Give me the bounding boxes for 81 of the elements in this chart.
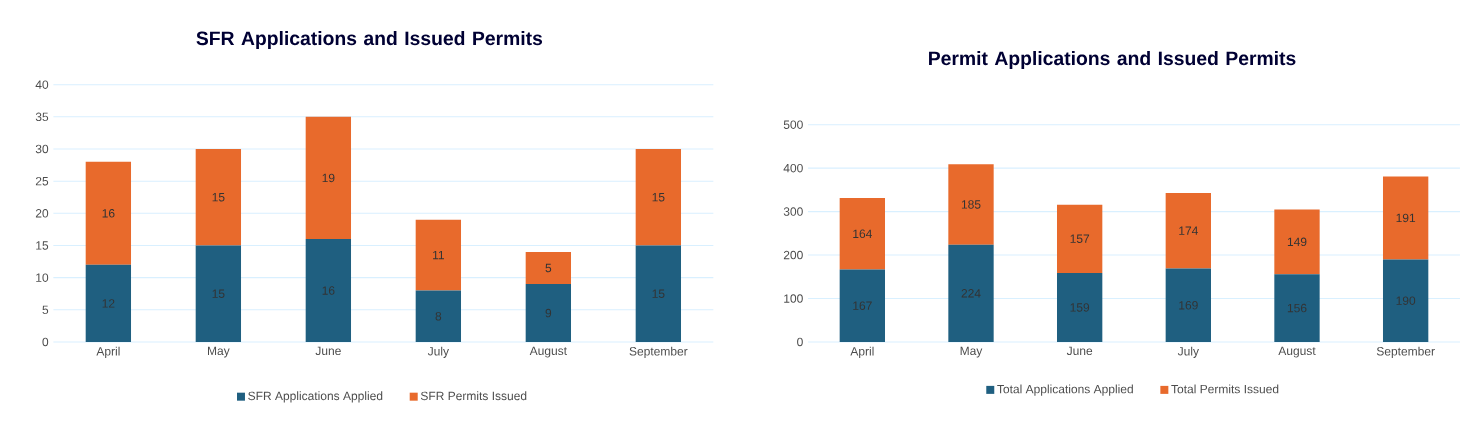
data-label: 167 — [853, 301, 872, 310]
y-tick-label: 300 — [783, 207, 803, 216]
bar — [415, 219, 462, 291]
bar — [948, 164, 994, 245]
x-tick-label: September — [1376, 346, 1435, 358]
data-label: 159 — [1070, 303, 1090, 312]
data-label: 15 — [652, 193, 665, 202]
data-label: 9 — [545, 308, 552, 318]
x-tick-label: July — [1177, 346, 1199, 358]
y-tick-label: 30 — [35, 144, 49, 154]
y-tick-label: 40 — [35, 80, 49, 89]
bar — [1165, 268, 1211, 342]
x-tick-label: September — [629, 346, 688, 358]
bar — [525, 251, 572, 285]
data-label: 8 — [435, 312, 442, 321]
data-label: 11 — [433, 251, 444, 260]
chart-title: SFR Applications and Issued Permits — [196, 30, 543, 50]
legend-label: Total Applications Applied — [997, 384, 1133, 396]
bar — [1057, 272, 1103, 342]
bar — [85, 161, 132, 265]
y-tick-label: 10 — [36, 273, 49, 282]
x-tick-label: June — [1066, 346, 1093, 356]
bar — [525, 284, 572, 342]
bar — [839, 198, 886, 270]
bar — [1274, 209, 1320, 275]
y-tick-label: 200 — [783, 250, 803, 260]
bar — [195, 148, 242, 246]
data-label: 16 — [322, 286, 335, 295]
y-tick-label: 20 — [35, 209, 49, 218]
data-label: 149 — [1287, 237, 1307, 247]
x-tick-label: April — [850, 346, 874, 358]
bar — [305, 116, 352, 240]
bar — [1274, 274, 1320, 342]
x-tick-label: May — [960, 346, 983, 358]
bar — [1165, 192, 1211, 269]
y-tick-label: 0 — [797, 337, 803, 347]
bar — [415, 290, 462, 342]
data-label: 185 — [961, 200, 981, 209]
bar — [1382, 259, 1429, 342]
legend-label: SFR Applications Applied — [248, 391, 383, 403]
legend-label: Total Permits Issued — [1171, 384, 1279, 394]
data-label: 191 — [1396, 213, 1416, 223]
bar — [85, 264, 132, 342]
data-label: 169 — [1179, 301, 1198, 310]
data-label: 12 — [102, 299, 115, 308]
data-label: 15 — [652, 289, 665, 298]
data-label: 19 — [322, 173, 335, 183]
bar — [635, 245, 682, 342]
x-tick-label: June — [315, 346, 341, 356]
data-label: 15 — [212, 193, 225, 202]
bar — [1382, 176, 1429, 260]
x-tick-label: May — [208, 346, 230, 358]
y-tick-label: 400 — [783, 163, 803, 173]
bar — [948, 244, 994, 342]
data-label: 174 — [1179, 226, 1198, 235]
y-tick-label: 15 — [36, 241, 49, 250]
y-tick-label: 0 — [42, 337, 49, 347]
x-tick-label: July — [427, 346, 449, 358]
data-label: 190 — [1396, 296, 1416, 305]
data-label: 224 — [961, 289, 981, 298]
legend-label: SFR Permits Issued — [420, 391, 527, 401]
chart-title: Permit Applications and Issued Permits — [929, 50, 1296, 70]
y-tick-label: 35 — [35, 112, 49, 122]
bar — [195, 245, 242, 342]
x-tick-label: August — [529, 346, 567, 358]
data-label: 15 — [212, 289, 225, 298]
data-label: 5 — [545, 263, 552, 273]
bar — [305, 239, 352, 342]
x-tick-label: April — [96, 346, 120, 358]
bar — [635, 148, 682, 246]
data-label: 156 — [1287, 303, 1307, 313]
y-tick-label: 5 — [42, 305, 49, 315]
bar — [1057, 204, 1103, 273]
y-tick-label: 25 — [35, 176, 49, 186]
data-label: 157 — [1070, 234, 1090, 243]
data-label: 16 — [102, 209, 115, 218]
x-tick-label: August — [1278, 346, 1316, 358]
y-tick-label: 500 — [783, 120, 803, 129]
y-tick-label: 100 — [784, 294, 803, 303]
data-label: 164 — [853, 229, 872, 239]
bar — [839, 269, 886, 342]
